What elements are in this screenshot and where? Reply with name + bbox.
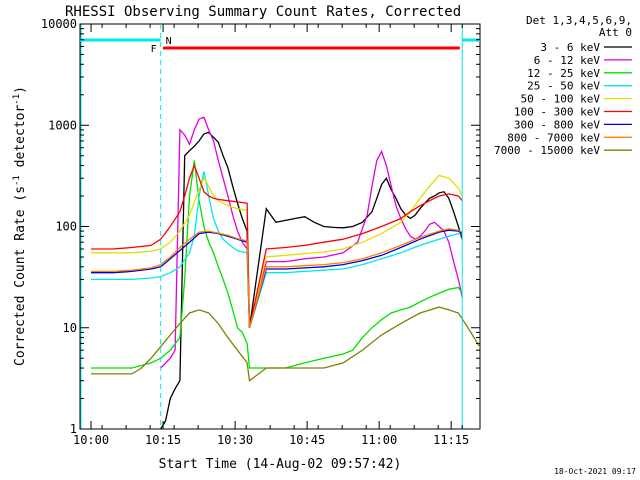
status-bars: NF xyxy=(80,24,480,429)
x-tick-label: 10:00 xyxy=(73,433,109,447)
series-layer xyxy=(91,116,480,429)
legend-header-attenuator: Att 0 xyxy=(599,26,632,39)
series-line-25-50-kev xyxy=(91,171,463,328)
flare-bar-label: F xyxy=(151,44,157,55)
legend-item-label: 12 - 25 keV xyxy=(527,67,600,80)
y-axis-label: Corrected Count Rate (s-1 detector-1) xyxy=(12,86,28,366)
series-line-300-800-kev xyxy=(91,229,463,328)
y-axis: 1 10 100 1000 10000 xyxy=(41,17,480,436)
x-tick-label: 11:00 xyxy=(361,433,397,447)
series-line-800-7000-kev xyxy=(91,228,463,328)
chart-title: RHESSI Observing Summary Count Rates, Co… xyxy=(65,4,461,20)
legend-item-label: 50 - 100 keV xyxy=(521,93,601,106)
night-bar-label: N xyxy=(166,36,172,47)
series-line-6-12-kev xyxy=(160,116,463,369)
legend-item-label: 3 - 6 keV xyxy=(540,41,600,54)
x-axis-label: Start Time (14-Aug-02 09:57:42) xyxy=(159,457,402,472)
legend-item-label: 100 - 300 keV xyxy=(514,106,600,119)
x-tick-label: 10:30 xyxy=(217,433,253,447)
y-tick-label: 1 xyxy=(70,422,77,436)
series-line-50-100-kev xyxy=(91,174,463,328)
legend-item-label: 300 - 800 keV xyxy=(514,118,600,131)
series-line-100-300-kev xyxy=(91,163,463,328)
series-line-3-6-kev xyxy=(160,131,463,429)
series-line-12-25-kev xyxy=(91,160,463,369)
legend-item-label: 7000 - 15000 keV xyxy=(494,144,600,157)
legend-item-label: 800 - 7000 keV xyxy=(507,131,600,144)
x-tick-label: 11:15 xyxy=(433,433,469,447)
plot-timestamp: 18-Oct-2021 09:17 xyxy=(554,467,636,476)
legend-item-label: 25 - 50 keV xyxy=(527,80,600,93)
x-axis: 10:00 10:15 10:30 10:45 11:00 11:15 xyxy=(73,24,469,447)
x-tick-label: 10:15 xyxy=(145,433,181,447)
x-tick-label: 10:45 xyxy=(289,433,325,447)
y-tick-label: 100 xyxy=(55,220,77,234)
y-tick-label: 10 xyxy=(63,321,77,335)
legend-item-label: 6 - 12 keV xyxy=(534,54,601,67)
y-tick-label: 10000 xyxy=(41,17,77,31)
y-tick-label: 1000 xyxy=(48,118,77,132)
series-line-7000-15000-kev xyxy=(91,306,480,382)
legend-header-detectors: Det 1,3,4,5,6,9, xyxy=(526,14,632,27)
